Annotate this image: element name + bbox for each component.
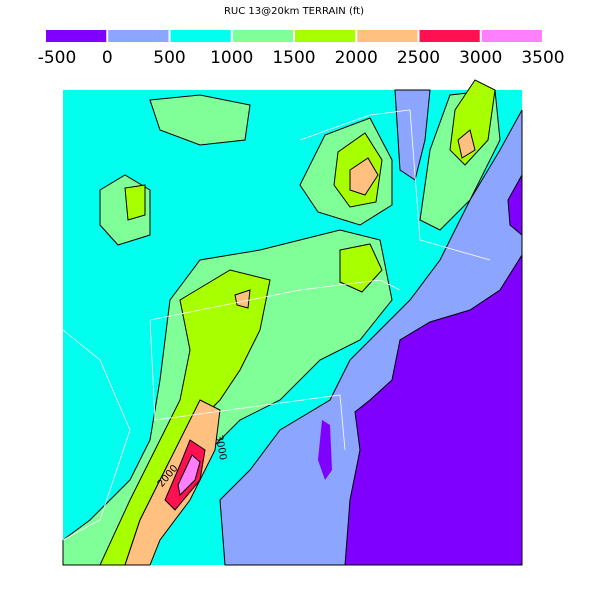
legend-tick-label: 3000: [459, 48, 502, 68]
state-border: [149, 279, 401, 321]
legend-tick-label: 500: [153, 48, 185, 68]
legend: -500 0 500 1000 1500 2000 2500 3000 3500: [38, 30, 565, 68]
legend-swatch: [108, 30, 169, 42]
legend-tick-label: 1500: [272, 48, 315, 68]
zone-2000-2500: [234, 289, 251, 309]
legend-tick-label: 0: [102, 48, 113, 68]
legend-tick-label: 1000: [210, 48, 253, 68]
bay: [318, 420, 332, 480]
zone-1500-2000: [124, 184, 146, 221]
map-title: RUC 13@20km TERRAIN (ft): [224, 6, 364, 17]
zone-3000-3500: [177, 454, 201, 497]
legend-swatch: [232, 30, 293, 42]
legend-swatch: [46, 30, 107, 42]
contour-label: 3000: [213, 434, 228, 461]
legend-swatch: [419, 30, 480, 42]
state-border: [62, 329, 131, 541]
zone-below-0: [344, 253, 523, 566]
legend-swatch: [170, 30, 231, 42]
state-border: [299, 109, 491, 261]
zone-1000-1500: [149, 94, 251, 146]
legend-tick-label: -500: [38, 48, 77, 68]
legend-tick-label: 2000: [335, 48, 378, 68]
zone-0-500: [394, 89, 431, 181]
terrain-map: 2000 3000: [62, 79, 523, 566]
legend-tick-label: 3500: [521, 48, 564, 68]
zone-2000-2500: [349, 157, 379, 196]
legend-tick-label: 2500: [397, 48, 440, 68]
legend-swatch: [357, 30, 418, 42]
zone-below-0: [507, 173, 523, 237]
legend-swatch: [481, 30, 542, 42]
legend-swatch: [295, 30, 356, 42]
state-border: [149, 319, 346, 451]
zone-2000-2500: [457, 129, 476, 159]
